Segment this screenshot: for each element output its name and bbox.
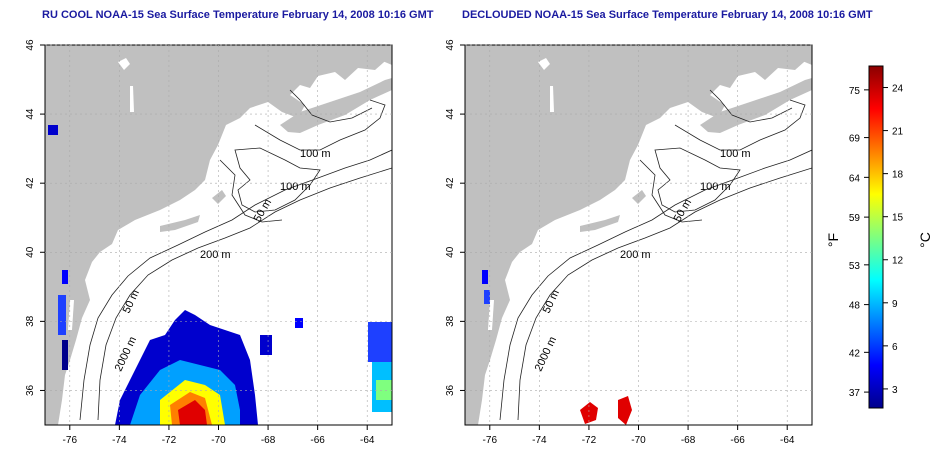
left-map-title: RU COOL NOAA-15 Sea Surface Temperature …	[42, 9, 434, 21]
fahrenheit-tick-label: 42	[849, 348, 861, 359]
x-tick-label: -72	[162, 435, 177, 446]
contour-label-200m: 200 m	[620, 249, 651, 261]
x-axis: -76 -74 -72 -70 -68 -66 -64	[63, 45, 375, 446]
celsius-ticks: 24 21 18 15 12 9 6 3	[883, 84, 904, 396]
y-tick-label: 40	[25, 246, 36, 258]
contour-label-100m-b: 100 m	[280, 181, 311, 193]
y-tick-label: 38	[445, 315, 456, 327]
x-tick-label: -68	[681, 435, 696, 446]
y-tick-label: 38	[25, 315, 36, 327]
x-tick-label: -74	[532, 435, 547, 446]
x-axis: -76 -74 -72 -70 -68 -66 -64	[483, 45, 795, 446]
contour-label-100m-b: 100 m	[700, 181, 731, 193]
fahrenheit-tick-label: 53	[849, 261, 861, 272]
fahrenheit-tick-label: 64	[849, 173, 861, 184]
celsius-tick-label: 18	[892, 170, 904, 181]
fahrenheit-tick-label: 37	[849, 388, 861, 399]
celsius-tick-label: 21	[892, 127, 904, 138]
celsius-tick-label: 6	[892, 342, 898, 353]
celsius-tick-label: 24	[892, 84, 904, 95]
y-tick-label: 36	[445, 384, 456, 396]
x-tick-label: -66	[730, 435, 745, 446]
fahrenheit-label: °F	[826, 233, 841, 247]
land-mass	[45, 45, 392, 425]
y-tick-label: 40	[445, 246, 456, 258]
celsius-tick-label: 3	[892, 385, 898, 396]
fahrenheit-tick-label: 69	[849, 134, 861, 145]
right-map-title: DECLOUDED NOAA-15 Sea Surface Temperatur…	[462, 9, 873, 21]
x-tick-label: -64	[360, 435, 375, 446]
y-tick-label: 44	[445, 108, 456, 120]
y-tick-label: 44	[25, 108, 36, 120]
y-tick-label: 42	[445, 177, 456, 189]
celsius-label: °C	[917, 232, 933, 248]
y-tick-label: 46	[445, 39, 456, 51]
contour-label-200m: 200 m	[200, 249, 231, 261]
y-tick-label: 46	[25, 39, 36, 51]
sst-patches	[48, 125, 392, 425]
fahrenheit-tick-label: 48	[849, 301, 861, 312]
sst-patches	[482, 270, 632, 425]
x-tick-label: -76	[63, 435, 78, 446]
x-tick-label: -72	[582, 435, 597, 446]
x-tick-label: -70	[631, 435, 646, 446]
celsius-tick-label: 12	[892, 256, 904, 267]
contour-label-100m-a: 100 m	[720, 148, 751, 160]
fahrenheit-tick-label: 75	[849, 86, 861, 97]
y-tick-label: 42	[25, 177, 36, 189]
x-tick-label: -68	[261, 435, 276, 446]
raw-sst-map: 100 m 100 m 50 m 200 m 50 m 2000 m -76 -7…	[25, 39, 393, 446]
celsius-tick-label: 9	[892, 299, 898, 310]
y-axis: 36 38 40 42 44 46	[445, 39, 812, 396]
fahrenheit-tick-label: 59	[849, 213, 861, 224]
x-tick-label: -76	[483, 435, 498, 446]
colorbar-gradient	[868, 65, 884, 409]
fahrenheit-ticks: 75 69 64 59 53 48 42 37	[849, 86, 869, 399]
declouded-sst-map: 100 m 100 m 50 m 200 m 50 m 2000 m -76 -7…	[445, 39, 813, 446]
land-mass	[465, 45, 812, 425]
x-tick-label: -64	[780, 435, 795, 446]
y-axis: 36 38 40 42 44 46	[25, 39, 392, 396]
x-tick-label: -66	[310, 435, 325, 446]
x-tick-label: -70	[211, 435, 226, 446]
y-tick-label: 36	[25, 384, 36, 396]
celsius-tick-label: 15	[892, 213, 904, 224]
temperature-colorbar: 75 69 64 59 53 48 42 37 24 21 18 15 12 9 6 3 °F °C	[826, 65, 933, 409]
contour-label-100m-a: 100 m	[300, 148, 331, 160]
x-tick-label: -74	[112, 435, 127, 446]
